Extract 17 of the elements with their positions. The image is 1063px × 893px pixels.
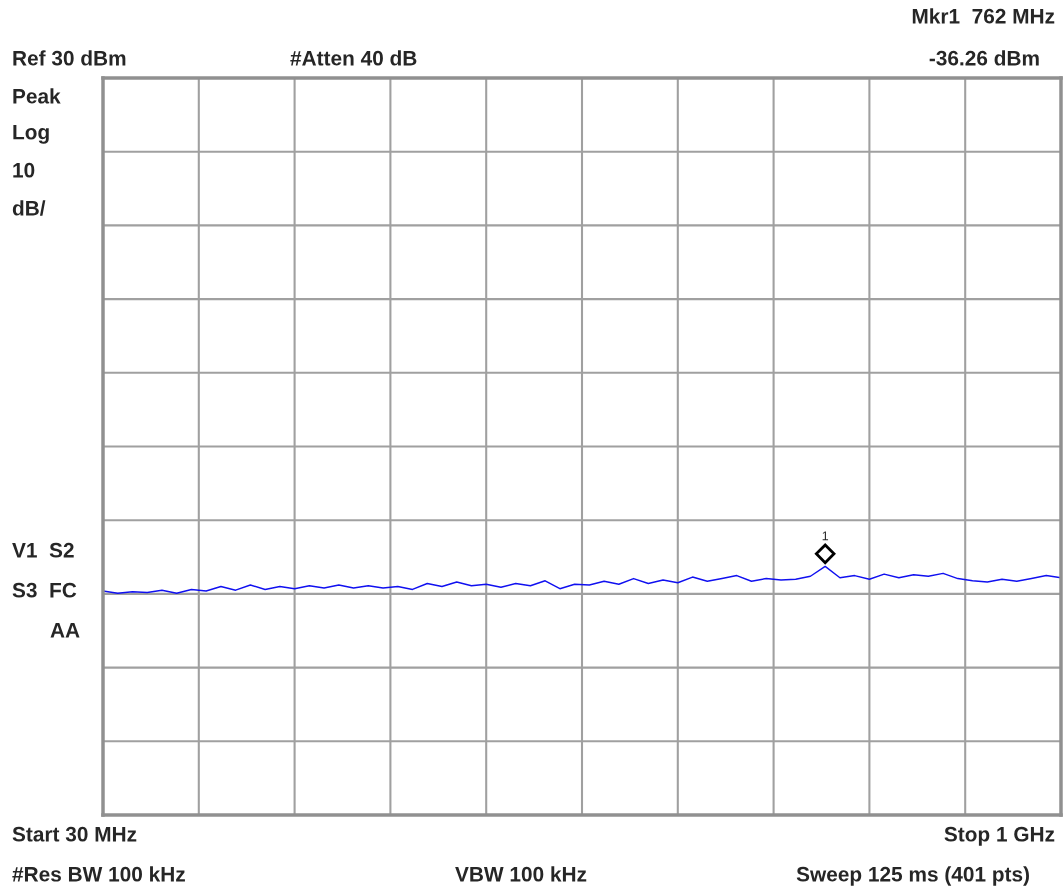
text: Log [13,124,49,144]
text: AA [50,623,80,638]
text: Peak [13,88,61,104]
text: Mkr1 762 MHz [912,8,1055,24]
text: Sweep 125 ms (401 pts) [796,866,1029,886]
text: Ref 30 dBm [13,50,126,66]
text: #Res BW 100 kHz [12,866,185,882]
text: Stop 1 GHz [944,826,1055,846]
text: VBW 100 kHz [455,866,587,882]
text: dB/ [12,200,46,216]
text: -36.26 dBm [929,50,1039,66]
text: #Atten 40 dB [290,50,417,66]
text: V1 S2 [12,542,74,558]
text: 10 [13,162,35,178]
text: 1 [822,531,829,541]
text: S3 FC [12,582,77,598]
text: Start 30 MHz [12,826,137,842]
